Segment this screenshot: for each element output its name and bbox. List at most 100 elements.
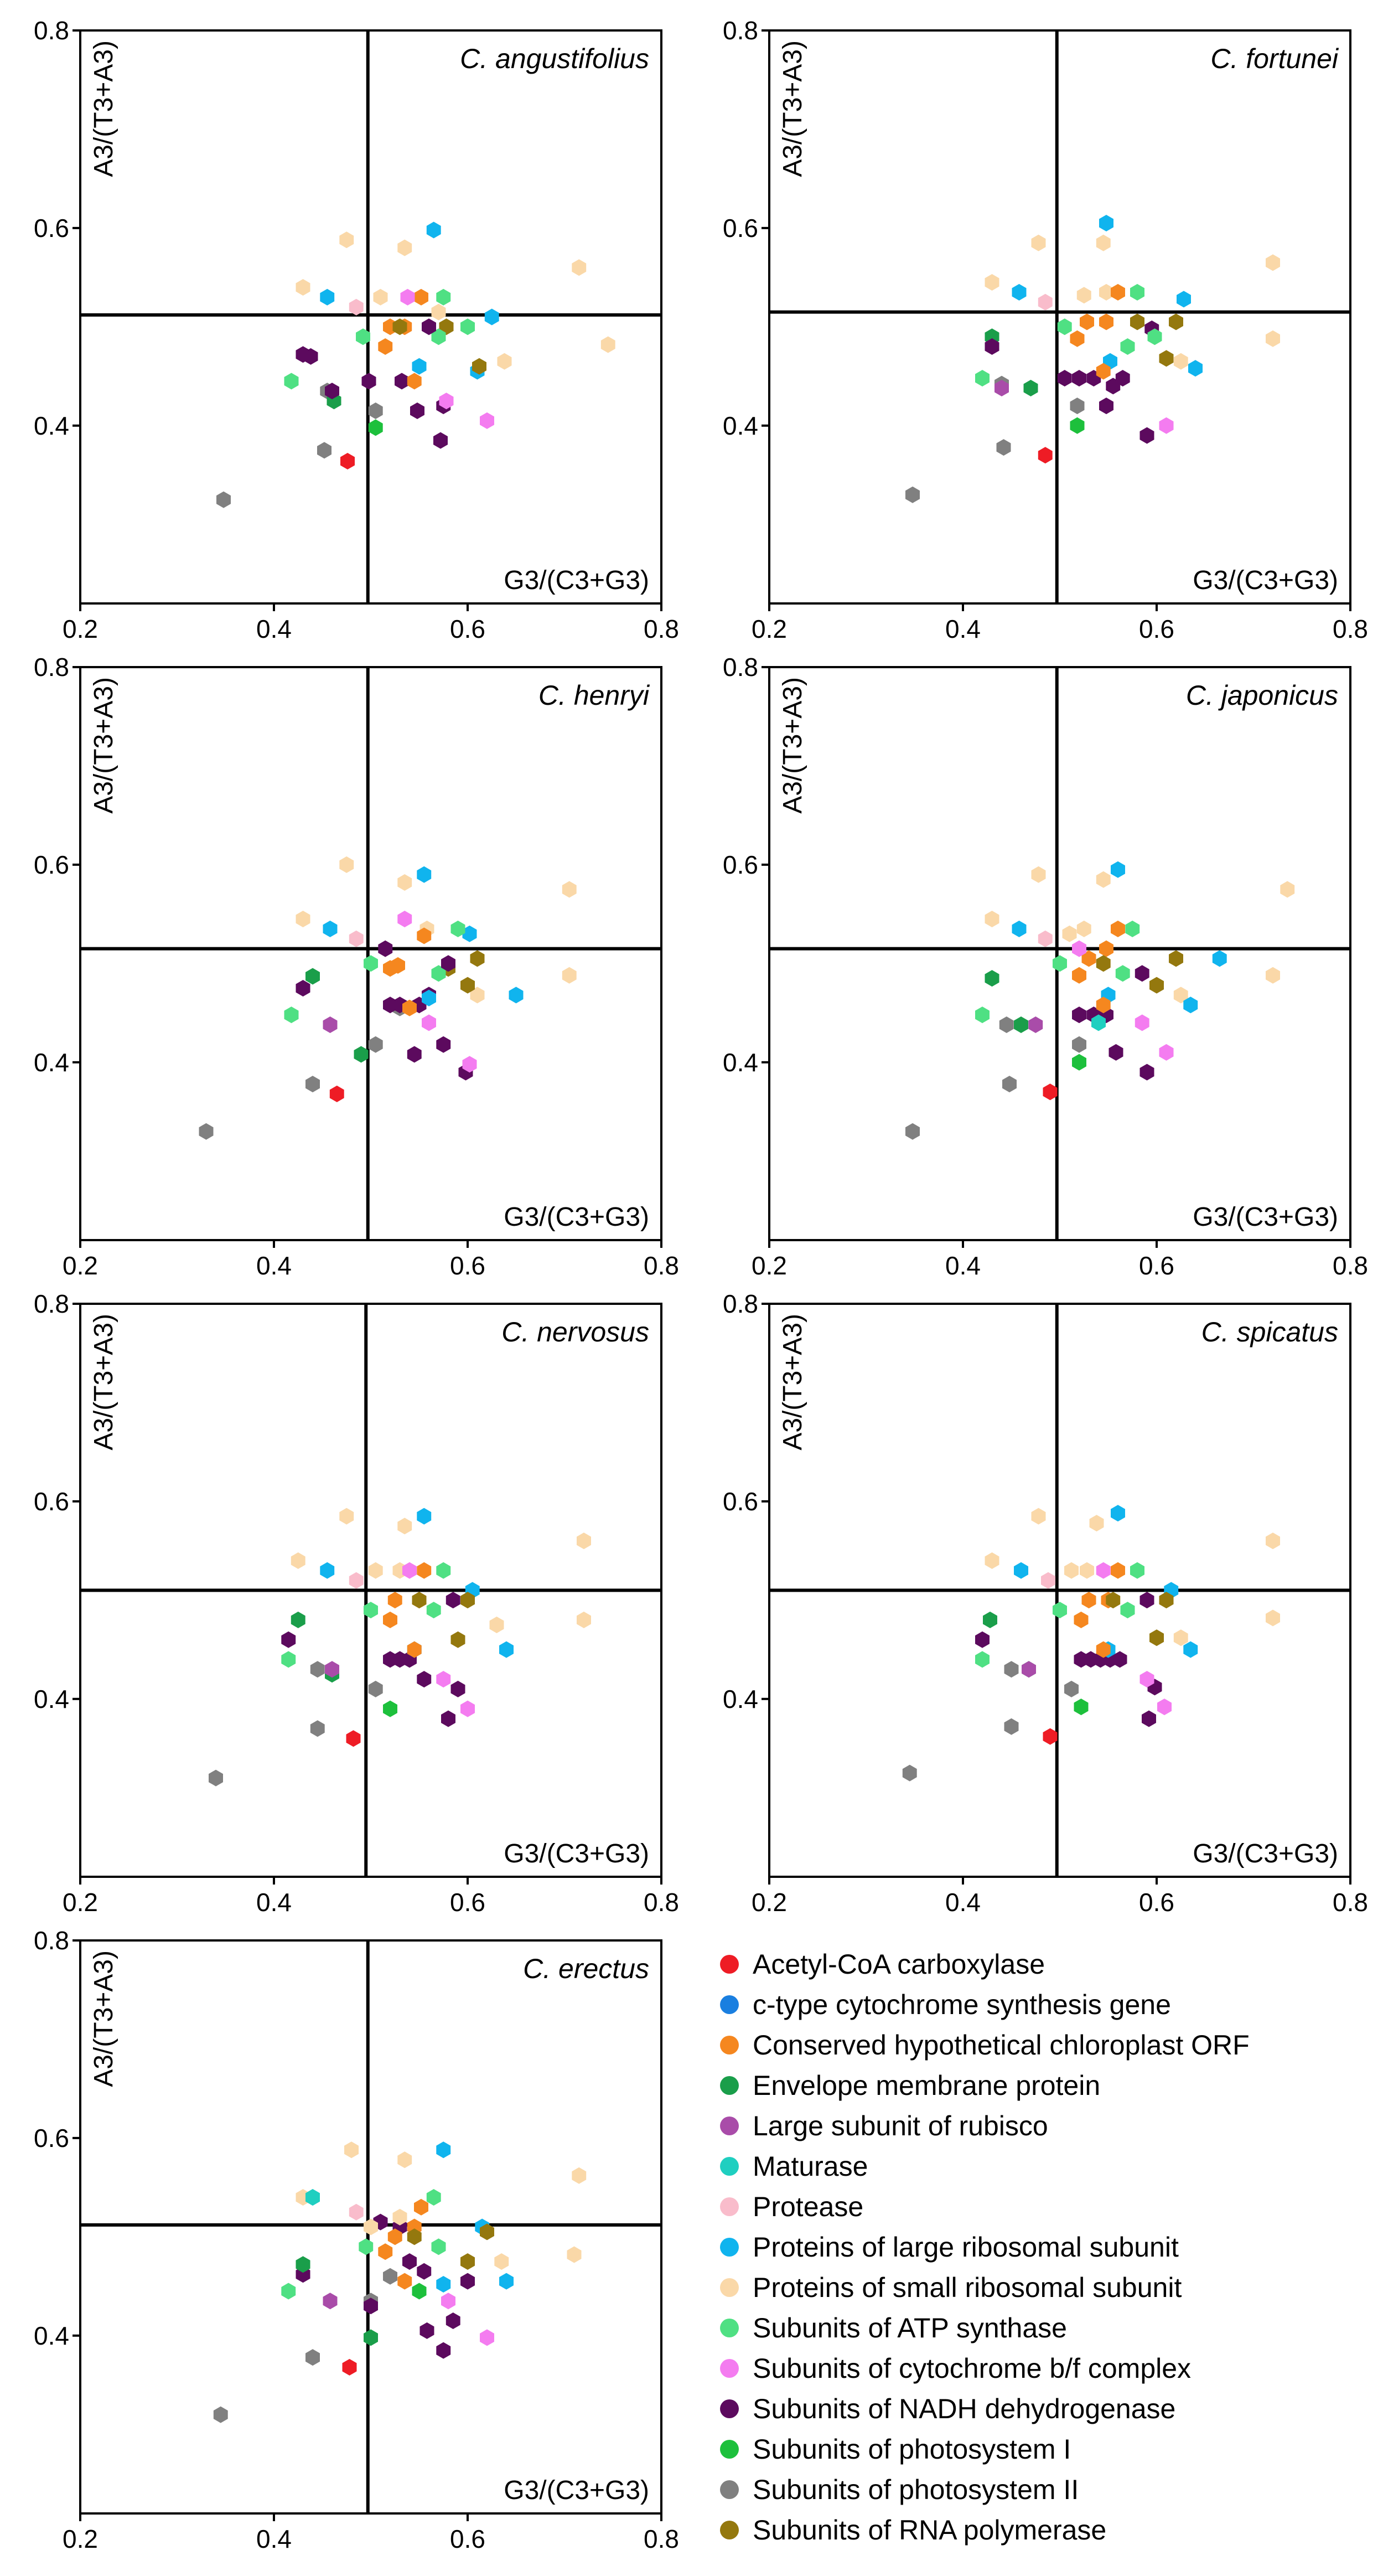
x-tick-label: 0.4 [256, 1888, 292, 1917]
data-point [407, 373, 422, 390]
legend-label: Proteins of small ribosomal subunit [753, 2272, 1182, 2303]
data-point [1115, 370, 1130, 387]
data-point [378, 2243, 393, 2260]
data-point [364, 2329, 378, 2346]
data-point [484, 308, 499, 326]
data-point [349, 1572, 364, 1589]
data-point [323, 1016, 338, 1033]
data-point [402, 999, 417, 1016]
data-point [433, 432, 448, 449]
data-point [436, 1562, 451, 1579]
plot-frame [79, 1939, 662, 2515]
data-point [320, 1562, 335, 1579]
data-point [323, 2293, 338, 2310]
data-point [1169, 313, 1183, 331]
data-point [291, 1552, 305, 1569]
data-point [1266, 1532, 1280, 1550]
data-point [1099, 283, 1113, 301]
x-tick-label: 0.6 [450, 1888, 485, 1917]
data-point [441, 2293, 455, 2310]
y-tick-label: 0.4 [723, 411, 758, 440]
data-point [1080, 313, 1094, 331]
data-point [441, 1710, 455, 1727]
legend-marker [720, 2116, 739, 2135]
legend-item: Subunits of photosystem II [720, 2474, 1079, 2505]
x-tick-label: 0.2 [63, 615, 98, 643]
y-tick-label: 0.6 [34, 1487, 69, 1516]
y-tick-label: 0.8 [34, 16, 69, 45]
data-point [1159, 1592, 1174, 1609]
data-point [356, 328, 370, 345]
data-point [996, 439, 1011, 456]
data-point [577, 1532, 591, 1550]
y-axis-label: A3/(T3+A3) [89, 40, 118, 177]
data-point [1081, 950, 1096, 967]
data-point [1139, 427, 1154, 444]
data-point [1057, 318, 1072, 335]
data-point [1096, 1641, 1111, 1658]
data-point [378, 940, 393, 957]
x-axis-label: G3/(C3+G3) [504, 2476, 649, 2505]
data-point [460, 977, 475, 994]
legend-marker [720, 2399, 739, 2418]
legend-marker [720, 1955, 739, 1974]
panel-title: C. erectus [523, 1953, 649, 1984]
legend-marker [720, 2440, 739, 2459]
y-tick-label: 0.6 [34, 2124, 69, 2152]
data-point [450, 1631, 465, 1648]
x-tick-label: 0.2 [752, 1888, 787, 1917]
legend-label: Subunits of photosystem II [753, 2474, 1079, 2505]
x-tick-label: 0.4 [256, 1251, 292, 1280]
data-point [410, 402, 424, 419]
data-point [1072, 940, 1086, 957]
data-point [1139, 1671, 1154, 1688]
data-point [368, 1562, 383, 1579]
data-point [1074, 1612, 1089, 1628]
legend-item: Subunits of RNA polymerase [720, 2515, 1106, 2546]
data-point [1280, 881, 1295, 898]
data-point [392, 318, 407, 335]
data-point [431, 303, 446, 321]
data-point [422, 989, 436, 1006]
data-point [310, 1661, 325, 1678]
data-point [1212, 950, 1227, 967]
legend-item: Proteins of small ribosomal subunit [720, 2272, 1182, 2303]
data-point [441, 955, 455, 972]
data-point [417, 927, 432, 944]
legend-item: Subunits of ATP synthase [720, 2312, 1067, 2343]
data-point [1130, 283, 1144, 301]
x-tick-label: 0.2 [752, 1251, 787, 1280]
y-tick-label: 0.4 [34, 1685, 69, 1713]
data-point [975, 1631, 990, 1648]
data-point [562, 967, 577, 984]
data-point [1081, 1592, 1096, 1609]
data-point [361, 373, 376, 390]
data-point [1012, 283, 1027, 301]
data-point [344, 2141, 359, 2159]
data-point [1031, 234, 1046, 251]
legend-label: Proteins of large ribosomal subunit [753, 2232, 1179, 2263]
data-point [439, 393, 454, 410]
data-point [383, 2268, 397, 2285]
data-point [310, 1720, 325, 1737]
data-point [1099, 398, 1113, 415]
legend-label: Maturase [753, 2151, 868, 2182]
data-point [497, 353, 512, 370]
data-point [213, 2406, 228, 2423]
data-point [562, 881, 577, 898]
data-point [1072, 967, 1086, 984]
y-tick-label: 0.4 [34, 2321, 69, 2350]
y-tick-label: 0.6 [723, 1487, 758, 1516]
data-point [373, 288, 388, 306]
x-axis-label: G3/(C3+G3) [1193, 566, 1338, 595]
data-point [364, 955, 378, 972]
data-point [1096, 997, 1111, 1014]
legend-item: Subunits of NADH dehydrogenase [720, 2393, 1175, 2424]
data-point [359, 2238, 374, 2255]
x-tick-label: 0.2 [752, 615, 787, 643]
legend-marker [720, 2036, 739, 2054]
panel-title: C. henryi [538, 680, 650, 711]
data-point [431, 965, 446, 982]
data-point [905, 1123, 920, 1140]
x-tick-label: 0.6 [450, 1251, 485, 1280]
